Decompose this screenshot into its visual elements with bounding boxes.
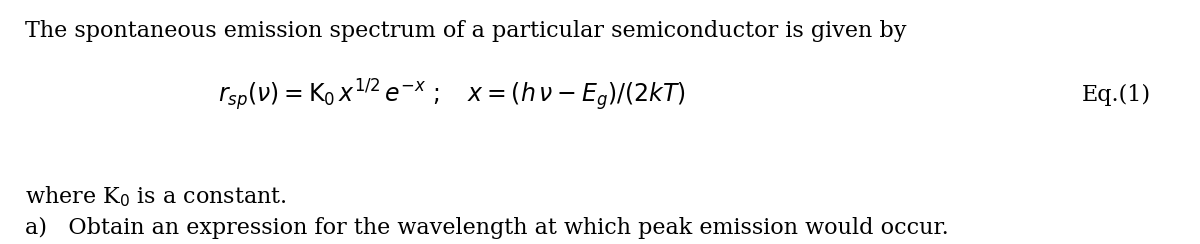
Text: where K$_0$ is a constant.: where K$_0$ is a constant.	[25, 184, 287, 209]
Text: The spontaneous emission spectrum of a particular semiconductor is given by: The spontaneous emission spectrum of a p…	[25, 20, 906, 42]
Text: a)   Obtain an expression for the wavelength at which peak emission would occur.: a) Obtain an expression for the waveleng…	[25, 217, 949, 239]
Text: $r_{sp}(\nu) = \mathrm{K_0}\, x^{1/2}\, e^{-x}\ ;$$\quad x = (h\,\nu - E_g)/(2kT: $r_{sp}(\nu) = \mathrm{K_0}\, x^{1/2}\, …	[217, 77, 685, 113]
Text: Eq.(1): Eq.(1)	[1081, 84, 1151, 106]
